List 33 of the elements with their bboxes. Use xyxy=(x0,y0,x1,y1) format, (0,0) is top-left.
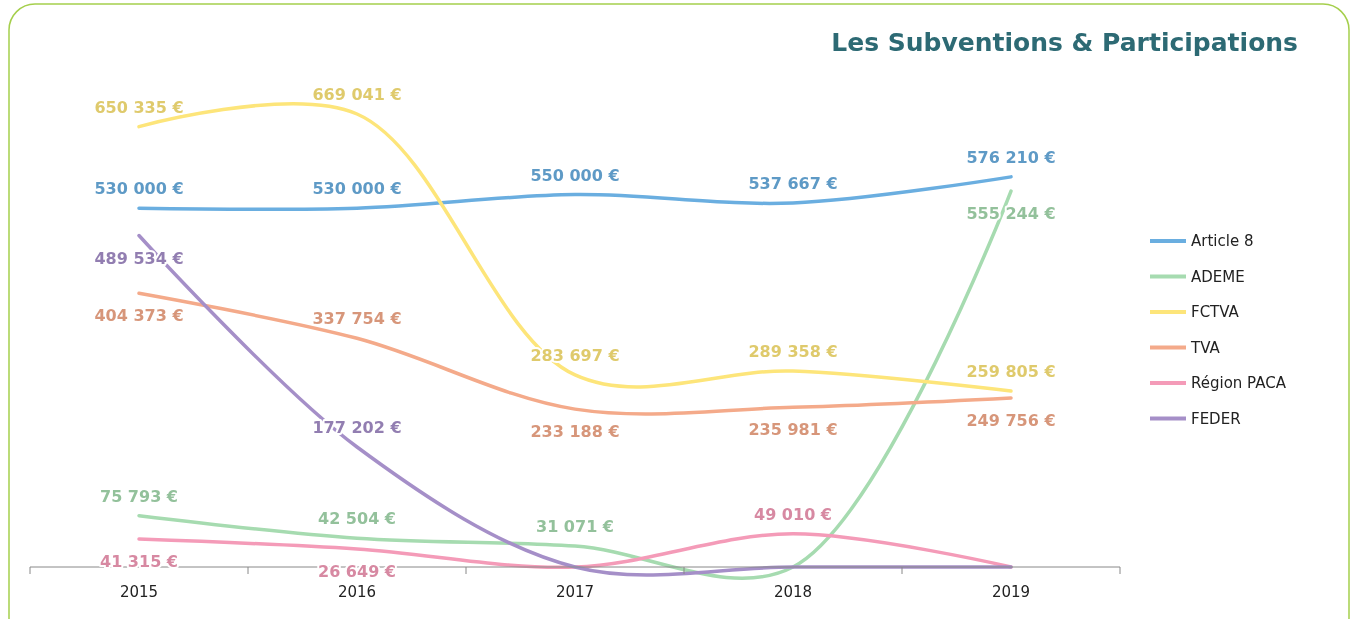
data-label: 530 000 € xyxy=(312,179,402,199)
legend-label: FEDER xyxy=(1191,409,1241,428)
data-label: 42 504 € xyxy=(318,509,396,529)
data-label: 404 373 € xyxy=(94,306,184,326)
data-label: 31 071 € xyxy=(536,516,614,536)
x-tick-label: 2017 xyxy=(555,583,595,601)
data-label: 249 756 € xyxy=(966,410,1056,430)
data-label: 49 010 € xyxy=(754,504,832,524)
data-label: 555 244 € xyxy=(966,204,1056,224)
chart-title: Les Subventions & Participations xyxy=(831,28,1298,57)
data-label: 530 000 € xyxy=(94,179,184,199)
x-tick-label: 2018 xyxy=(773,583,813,601)
legend-label: ADEME xyxy=(1191,267,1245,286)
data-label: 289 358 € xyxy=(748,342,838,362)
legend-label: FCTVA xyxy=(1191,303,1240,321)
legend-label: Région PACA xyxy=(1191,374,1287,392)
data-label: 259 805 € xyxy=(966,362,1056,382)
data-label: 576 210 € xyxy=(966,147,1056,167)
data-label: 537 667 € xyxy=(748,173,838,193)
legend-label: TVA xyxy=(1190,338,1221,357)
data-label: 75 793 € xyxy=(100,486,178,506)
x-tick-label: 2019 xyxy=(991,583,1031,601)
data-label: 550 000 € xyxy=(530,165,620,185)
data-label: 26 649 € xyxy=(318,561,396,581)
x-tick-label: 2016 xyxy=(337,583,377,601)
data-label: 41 315 € xyxy=(100,552,178,572)
data-label: 337 754 € xyxy=(312,309,402,329)
data-label: 669 041 € xyxy=(312,85,402,104)
data-label: 235 981 € xyxy=(748,420,838,440)
data-label: 650 335 € xyxy=(94,97,184,117)
data-label: 233 188 € xyxy=(530,422,620,442)
x-tick-label: 2015 xyxy=(119,583,159,601)
legend-label: Article 8 xyxy=(1191,232,1254,250)
